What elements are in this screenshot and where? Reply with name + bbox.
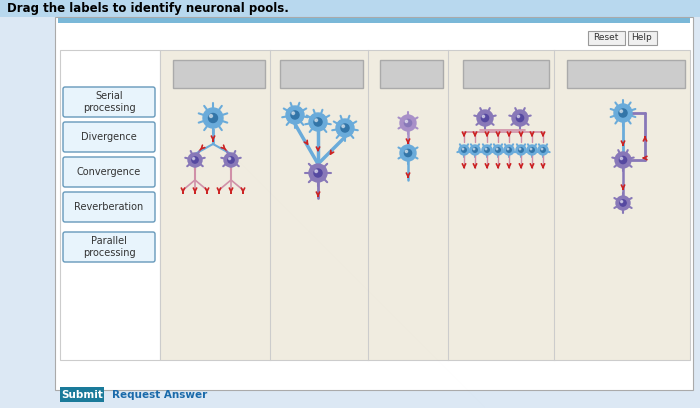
Circle shape [619, 109, 627, 117]
Circle shape [309, 164, 327, 182]
Circle shape [493, 145, 503, 155]
Circle shape [620, 157, 622, 160]
Circle shape [620, 110, 622, 113]
FancyBboxPatch shape [627, 31, 657, 44]
Bar [567, 60, 685, 88]
FancyBboxPatch shape [587, 31, 624, 44]
Circle shape [482, 115, 484, 118]
Circle shape [462, 148, 463, 150]
Circle shape [517, 114, 524, 122]
Circle shape [616, 196, 630, 210]
Bar [380, 60, 443, 88]
Circle shape [512, 110, 528, 126]
Circle shape [315, 119, 318, 122]
FancyBboxPatch shape [63, 87, 155, 117]
Text: Serial
processing: Serial processing [83, 91, 135, 113]
Circle shape [530, 148, 534, 152]
FancyBboxPatch shape [63, 157, 155, 187]
Circle shape [309, 113, 327, 131]
Circle shape [482, 145, 492, 155]
Text: Convergence: Convergence [77, 167, 141, 177]
Circle shape [507, 148, 511, 152]
Circle shape [209, 115, 213, 118]
Circle shape [538, 145, 548, 155]
Text: Divergence: Divergence [81, 132, 137, 142]
Circle shape [315, 170, 318, 173]
Circle shape [341, 124, 349, 132]
FancyBboxPatch shape [63, 232, 155, 262]
Circle shape [614, 104, 632, 122]
Circle shape [405, 150, 407, 153]
Bar [0, 0, 700, 17]
Circle shape [517, 115, 519, 118]
Text: Reverberation: Reverberation [74, 202, 144, 212]
Circle shape [519, 148, 524, 152]
FancyBboxPatch shape [60, 387, 104, 402]
Circle shape [459, 145, 469, 155]
Circle shape [292, 112, 295, 115]
Circle shape [504, 145, 514, 155]
Circle shape [496, 148, 498, 150]
Circle shape [516, 145, 526, 155]
Circle shape [228, 157, 234, 163]
Circle shape [527, 145, 537, 155]
Circle shape [482, 114, 489, 122]
Circle shape [615, 152, 631, 168]
Bar [463, 60, 549, 88]
Circle shape [531, 148, 532, 150]
Circle shape [314, 118, 322, 126]
Circle shape [400, 145, 416, 161]
Circle shape [314, 169, 322, 177]
Circle shape [342, 125, 344, 128]
Circle shape [470, 145, 480, 155]
Circle shape [473, 148, 477, 152]
Circle shape [203, 108, 223, 128]
Circle shape [224, 153, 238, 167]
Circle shape [508, 148, 509, 150]
Circle shape [286, 106, 304, 124]
Bar [58, 18, 690, 23]
Bar [60, 50, 160, 360]
Circle shape [473, 148, 475, 150]
Circle shape [485, 148, 486, 150]
Text: Drag the labels to identify neuronal pools.: Drag the labels to identify neuronal poo… [7, 2, 289, 15]
Circle shape [540, 148, 545, 152]
Circle shape [496, 148, 500, 152]
Circle shape [209, 113, 218, 122]
Circle shape [336, 119, 354, 137]
Bar [160, 50, 690, 360]
Circle shape [291, 111, 299, 119]
Circle shape [405, 120, 407, 122]
FancyBboxPatch shape [63, 122, 155, 152]
Circle shape [621, 201, 623, 203]
Text: Request Answer: Request Answer [112, 390, 207, 399]
Circle shape [477, 110, 493, 126]
Text: Submit: Submit [61, 390, 103, 399]
FancyBboxPatch shape [63, 192, 155, 222]
Circle shape [519, 148, 521, 150]
Circle shape [400, 115, 416, 131]
Circle shape [188, 153, 202, 167]
Bar [280, 60, 363, 88]
Circle shape [620, 200, 626, 206]
Circle shape [405, 120, 412, 126]
Circle shape [484, 148, 489, 152]
Text: Reset: Reset [594, 33, 619, 42]
Circle shape [541, 148, 542, 150]
Circle shape [405, 149, 412, 157]
Circle shape [192, 157, 198, 163]
Circle shape [228, 157, 231, 160]
Circle shape [620, 156, 626, 164]
Text: Help: Help [631, 33, 652, 42]
Bar [173, 60, 265, 88]
Circle shape [462, 148, 466, 152]
Text: Parallel
processing: Parallel processing [83, 236, 135, 258]
Circle shape [193, 157, 195, 160]
